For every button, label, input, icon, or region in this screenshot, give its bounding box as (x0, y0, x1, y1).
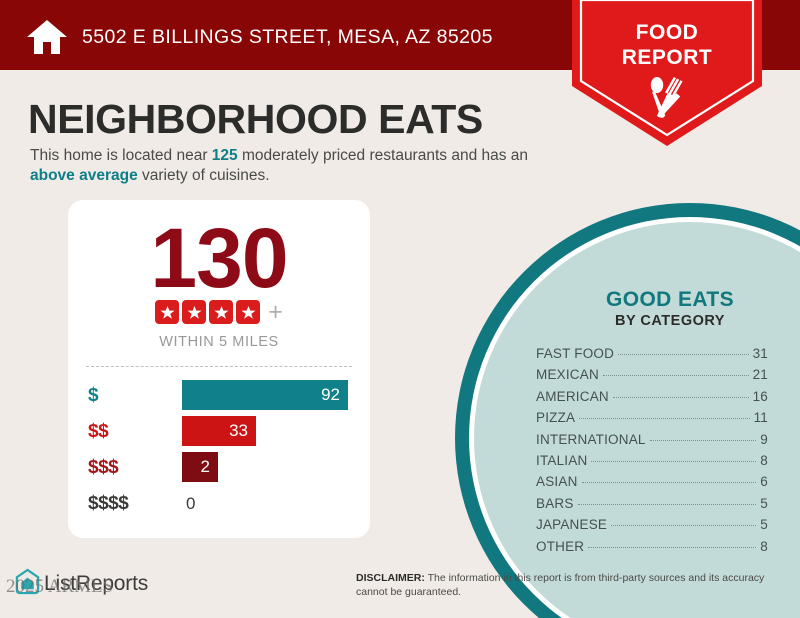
price-tier-value: 33 (229, 421, 248, 440)
leader-dots (611, 525, 757, 527)
good-eats-count: 9 (760, 431, 768, 447)
subtitle-text-3: variety of cuisines. (137, 167, 270, 184)
price-tier-row: $92 (68, 378, 370, 414)
leader-dots (579, 418, 750, 420)
leader-dots (581, 482, 757, 484)
good-eats-row: AMERICAN 16 (536, 389, 768, 410)
good-eats-category: FAST FOOD (536, 346, 615, 361)
price-tier-label: $$$$ (88, 493, 129, 514)
good-eats-count: 5 (760, 495, 768, 511)
mls-watermark: 2025 ARMLS (6, 576, 114, 597)
good-eats-count: 6 (760, 474, 768, 490)
good-eats-row: INTERNATIONAL 9 (536, 432, 768, 453)
page-subtitle: This home is located near 125 moderately… (30, 146, 575, 186)
food-report-badge: FOOD REPORT (572, 0, 762, 146)
leader-dots (649, 439, 757, 441)
good-eats-category: OTHER (536, 538, 585, 554)
property-address: 5502 E BILLINGS STREET, MESA, AZ 85205 (82, 26, 493, 48)
subtitle-text-2: moderately priced restaurants and has an (237, 147, 529, 164)
good-eats-row: FAST FOOD 31 (536, 346, 768, 367)
price-tier-label: $ (88, 385, 99, 406)
good-eats-row: MEXICAN 21 (536, 367, 768, 388)
good-eats-count: 16 (752, 388, 768, 404)
good-eats-row: BARS 5 (536, 496, 768, 517)
good-eats-count: 21 (752, 367, 768, 383)
subtitle-emphasis: above average (30, 167, 138, 184)
badge-title-line2: REPORT (621, 46, 713, 69)
good-eats-count: 8 (760, 452, 768, 468)
good-eats-list: FAST FOOD 31 MEXICAN 21 AMERICAN 16 PIZZA 11 INT… (536, 346, 768, 560)
page-title: NEIGHBORHOOD EATS (28, 96, 483, 142)
badge-title-line1: FOOD (635, 21, 699, 44)
disclaimer-text: The information in this report is from t… (356, 572, 765, 598)
house-pentagon-icon (14, 568, 41, 600)
leader-dots (591, 460, 757, 462)
good-eats-category: AMERICAN (536, 388, 609, 404)
good-eats-count: 8 (760, 538, 768, 554)
price-tier-value: 2 (200, 457, 210, 476)
good-eats-title: GOOD EATS (605, 288, 735, 311)
price-tier-label: $$ (88, 421, 109, 442)
price-tier-row: $$$ 2 (68, 450, 370, 486)
summary-card: 130 + WITHIN 5 MILES $92 $$ 33 $$$ 2 $$$$ 0 (68, 200, 370, 538)
subtitle-restaurant-count: 125 (211, 147, 238, 164)
disclaimer: DISCLAIMER: The information in this repo… (356, 572, 776, 599)
leader-dots (577, 503, 757, 505)
star-plus-sign: + (268, 298, 283, 326)
price-tier-bar: 33 (182, 416, 256, 446)
price-tier-row: $$ 33 (68, 414, 370, 450)
good-eats-subtitle: BY CATEGORY (615, 313, 725, 329)
price-tier-value: 92 (321, 385, 340, 404)
price-tier-row: $$$$ 0 (68, 486, 370, 522)
star-icon (209, 300, 234, 324)
leader-dots (612, 396, 749, 398)
leader-dots (588, 546, 757, 548)
price-tier-value: 0 (186, 494, 196, 513)
good-eats-category: PIZZA (536, 410, 576, 426)
good-eats-category: MEXICAN (536, 367, 599, 383)
good-eats-count: 31 (752, 346, 768, 361)
card-divider (86, 366, 352, 367)
good-eats-category: ASIAN (536, 474, 578, 490)
restaurant-total-count: 130 (150, 211, 288, 305)
good-eats-row: ITALIAN 8 (536, 453, 768, 474)
radius-label: WITHIN 5 MILES (159, 334, 279, 350)
badge-title: FOOD REPORT (572, 20, 762, 70)
star-icon (236, 300, 261, 324)
good-eats-category: JAPANESE (536, 517, 608, 533)
good-eats-category: BARS (536, 495, 574, 511)
good-eats-category: ITALIAN (536, 452, 588, 468)
spoon-fork-icon (644, 76, 690, 120)
star-icon (155, 300, 180, 324)
leader-dots (618, 354, 749, 355)
good-eats-count: 5 (760, 517, 768, 533)
good-eats-count: 11 (753, 410, 768, 426)
good-eats-row: ASIAN 6 (536, 474, 768, 495)
price-tier-label: $$$ (88, 457, 119, 478)
good-eats-category: INTERNATIONAL (536, 431, 646, 447)
disclaimer-label: DISCLAIMER: (356, 572, 425, 584)
good-eats-row: JAPANESE 5 (536, 517, 768, 538)
listreports-logo[interactable]: ListReports (14, 568, 184, 600)
leader-dots (602, 375, 749, 377)
home-icon (26, 18, 68, 56)
price-tier-chart: $92 $$ 33 $$$ 2 $$$$ 0 (68, 378, 370, 522)
price-tier-bar: 92 (182, 380, 348, 410)
subtitle-text-1: This home is located near (30, 147, 212, 164)
logo-text: ListReports (44, 572, 149, 595)
price-tier-bar: 2 (182, 452, 218, 482)
good-eats-row: OTHER 8 (536, 539, 768, 560)
good-eats-row: PIZZA 11 (536, 410, 768, 431)
star-rating: + (68, 298, 370, 326)
star-icon (182, 300, 207, 324)
